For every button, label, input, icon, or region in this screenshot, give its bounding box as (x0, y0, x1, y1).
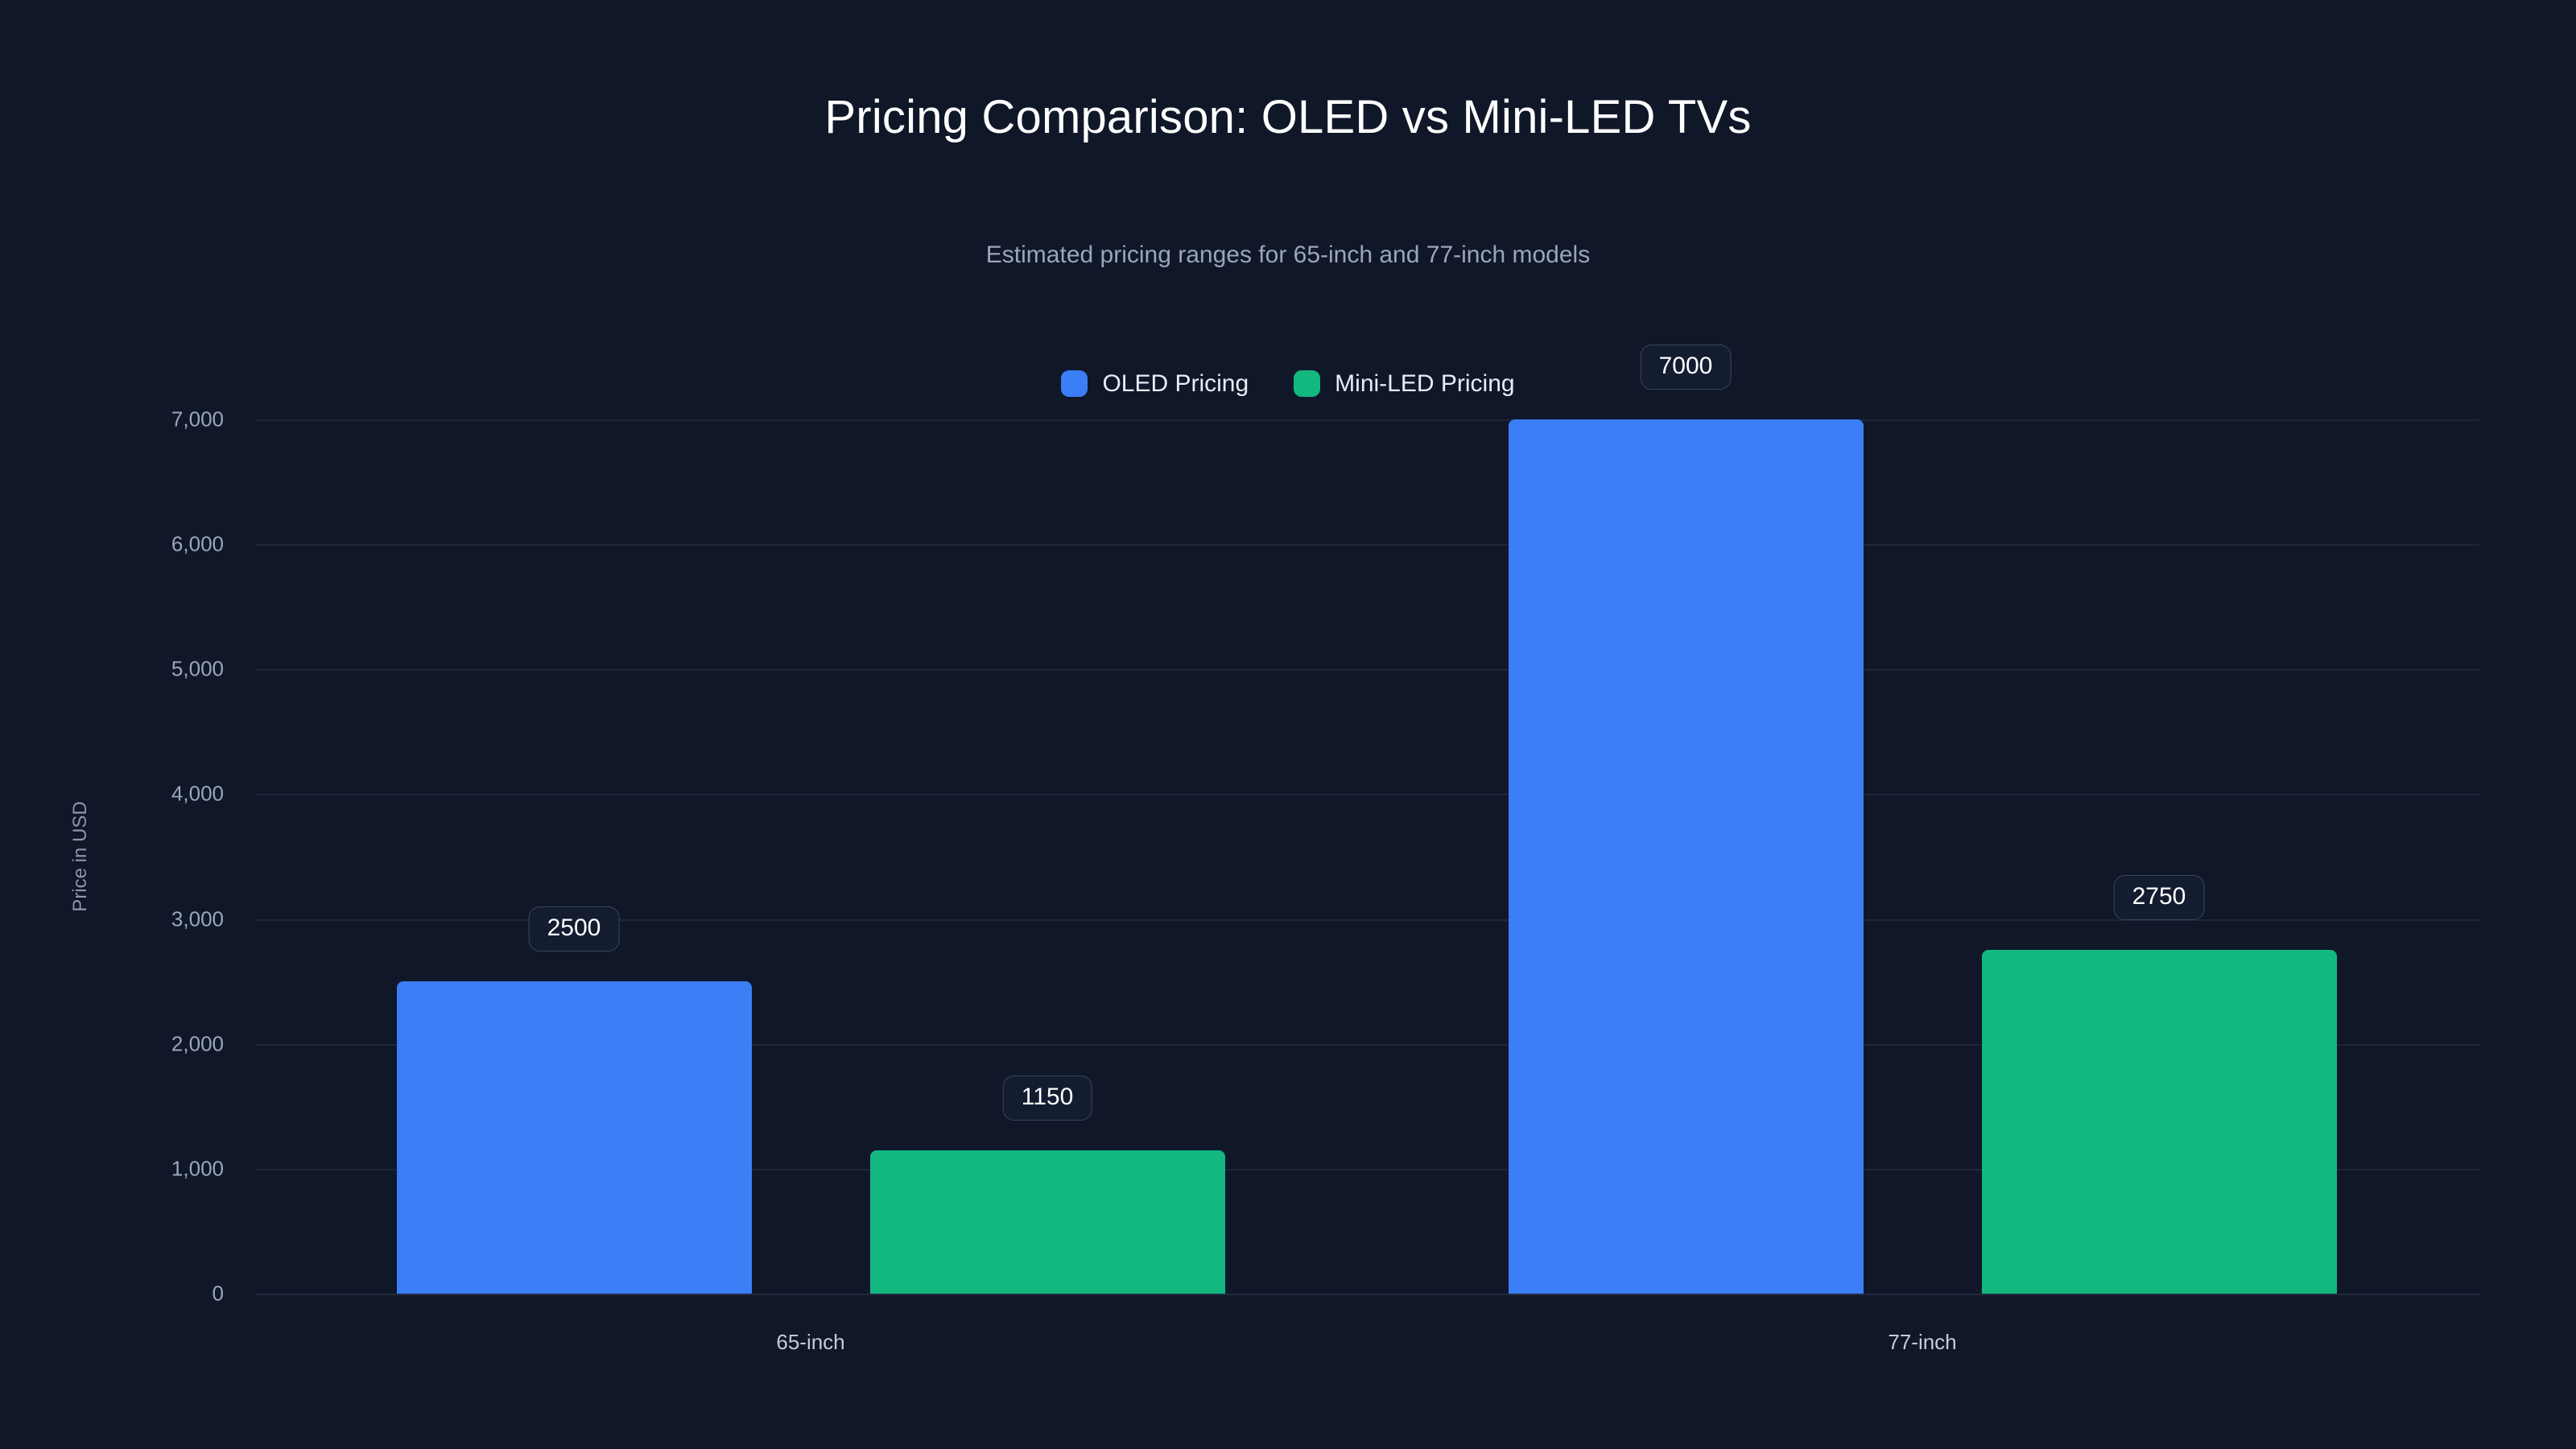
gridline (256, 1168, 2479, 1170)
legend-swatch-icon-miniled (1294, 370, 1321, 397)
gridline (256, 919, 2479, 921)
y-tick-label: 0 (212, 1281, 224, 1306)
y-axis-ticks: 0 1,000 2,000 3,000 4,000 5,000 6,000 7,000 (0, 407, 242, 1306)
chart-legend: OLED Pricing Mini-LED Pricing (0, 370, 2576, 397)
plot-area (256, 419, 2479, 1295)
legend-label-oled: OLED Pricing (1102, 369, 1249, 397)
gridline (256, 419, 2479, 421)
y-tick-label: 2,000 (171, 1031, 224, 1056)
x-tick-label: 65-inch (776, 1330, 845, 1354)
gridline (256, 1294, 2479, 1295)
y-tick-label: 1,000 (171, 1156, 224, 1181)
bar-65-inch-oled-pricing[interactable] (396, 981, 752, 1294)
gridline (256, 794, 2479, 796)
y-tick-label: 5,000 (171, 656, 224, 681)
y-tick-label: 7,000 (171, 407, 224, 431)
legend-label-miniled: Mini-LED Pricing (1335, 369, 1515, 397)
page-title: Pricing Comparison: OLED vs Mini-LED TVs (824, 91, 1752, 143)
bar-77-inch-mini-led-pricing[interactable] (1981, 950, 2337, 1294)
legend-item-miniled[interactable]: Mini-LED Pricing (1294, 369, 1515, 397)
legend-item-oled[interactable]: OLED Pricing (1061, 370, 1249, 397)
gridline (256, 1043, 2479, 1046)
bar-value-label: 1150 (1002, 1075, 1092, 1121)
chart-subtitle: Estimated pricing ranges for 65-inch and… (985, 242, 1591, 268)
gridline (256, 669, 2479, 671)
x-tick-label: 77-inch (1888, 1330, 1957, 1354)
y-tick-label: 4,000 (171, 781, 224, 806)
bar-value-label: 7000 (1640, 345, 1732, 390)
gridline (256, 544, 2479, 547)
y-tick-label: 6,000 (171, 531, 224, 556)
y-tick-label: 3,000 (171, 906, 224, 931)
bar-value-label: 2500 (528, 906, 620, 952)
bar-value-label: 2750 (2113, 875, 2205, 921)
bar-65-inch-mini-led-pricing[interactable] (869, 1150, 1225, 1294)
legend-swatch-icon-oled (1061, 370, 1088, 397)
bar-77-inch-oled-pricing[interactable] (1508, 419, 1864, 1294)
